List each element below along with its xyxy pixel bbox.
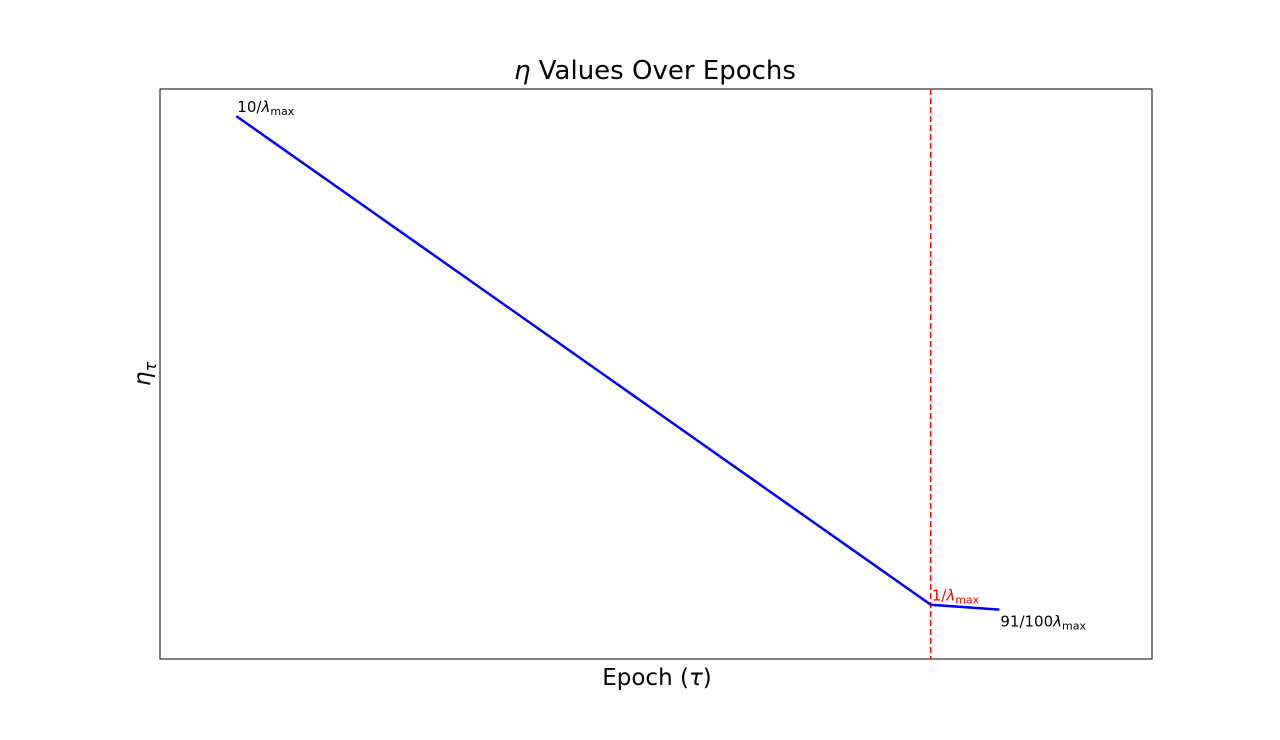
chart-marks: 10/λmax 1/λmax 91/100λmax <box>235 89 1087 659</box>
plot-area <box>159 88 1153 660</box>
chart-title: η Values Over Epochs <box>514 56 796 86</box>
annotation-label-1: 1/λmax <box>932 587 980 607</box>
annotation-label-0: 10/λmax <box>237 98 294 118</box>
series-line-0 <box>235 115 1000 611</box>
x-axis-label: Epoch (τ) <box>602 665 712 691</box>
y-axis-label: ητ <box>130 362 160 387</box>
annotation-label-2: 91/100λmax <box>1000 613 1086 633</box>
